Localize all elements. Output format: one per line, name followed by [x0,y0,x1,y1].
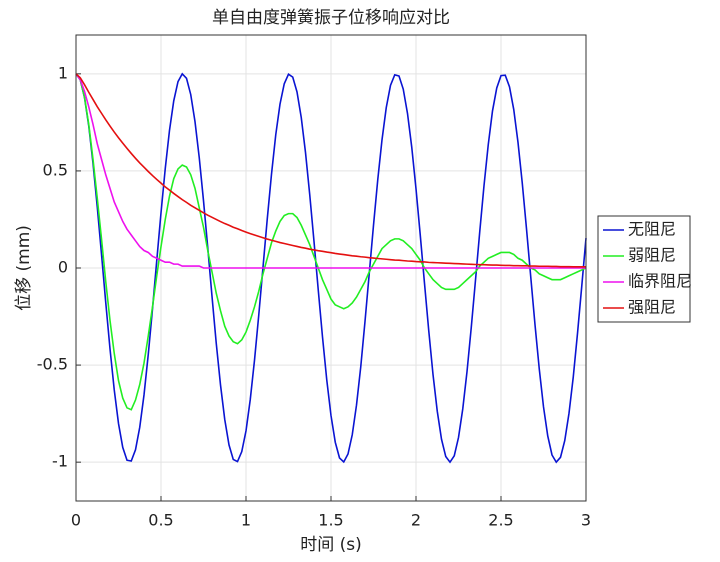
x-axis-label: 时间 (s) [300,535,362,555]
x-tick-label: 2 [411,511,421,530]
y-tick-label: -0.5 [37,355,68,374]
series-line [75,72,587,464]
legend-label: 临界阻尼 [628,272,692,291]
series-line [75,73,587,411]
x-tick-label: 0.5 [148,511,173,530]
series-line [75,73,586,268]
legend-label: 强阻尼 [628,298,676,317]
y-tick-label: -1 [52,452,68,471]
legend-label: 弱阻尼 [628,246,676,265]
legend-box [597,215,691,323]
legend-label: 无阻尼 [628,220,676,239]
x-tick-label: 1 [241,511,251,530]
y-axis-label: 位移 (mm) [14,225,34,311]
y-tick-label: 0.5 [43,160,68,179]
plot-frame [75,34,587,502]
y-tick-label: 1 [58,63,68,82]
series-line [75,73,586,269]
x-tick-label: 3 [581,511,591,530]
x-tick-label: 0 [71,511,81,530]
chart-title: 单自由度弹簧振子位移响应对比 [212,8,450,28]
x-tick-label: 1.5 [318,511,343,530]
y-tick-label: 0 [58,258,68,277]
x-tick-label: 2.5 [488,511,513,530]
